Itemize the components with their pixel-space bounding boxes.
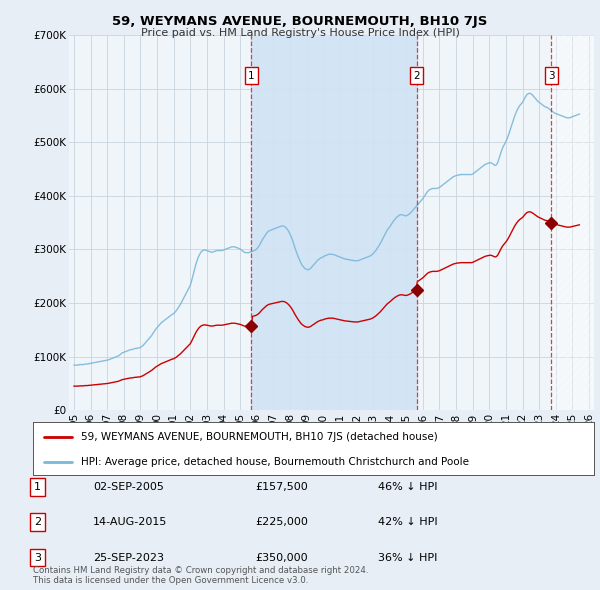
Text: £350,000: £350,000 <box>255 553 308 562</box>
Text: 59, WEYMANS AVENUE, BOURNEMOUTH, BH10 7JS (detached house): 59, WEYMANS AVENUE, BOURNEMOUTH, BH10 7J… <box>80 432 437 442</box>
Text: 02-SEP-2005: 02-SEP-2005 <box>93 482 164 491</box>
Text: 25-SEP-2023: 25-SEP-2023 <box>93 553 164 562</box>
Text: 59, WEYMANS AVENUE, BOURNEMOUTH, BH10 7JS: 59, WEYMANS AVENUE, BOURNEMOUTH, BH10 7J… <box>112 15 488 28</box>
Bar <box>251 35 416 410</box>
Text: 46% ↓ HPI: 46% ↓ HPI <box>378 482 437 491</box>
Text: 2: 2 <box>34 517 41 527</box>
Text: Price paid vs. HM Land Registry's House Price Index (HPI): Price paid vs. HM Land Registry's House … <box>140 28 460 38</box>
Text: 2: 2 <box>413 71 420 81</box>
Text: 42% ↓ HPI: 42% ↓ HPI <box>378 517 437 527</box>
Text: 1: 1 <box>34 482 41 491</box>
Text: 1: 1 <box>248 71 254 81</box>
Text: HPI: Average price, detached house, Bournemouth Christchurch and Poole: HPI: Average price, detached house, Bour… <box>80 457 469 467</box>
Text: £225,000: £225,000 <box>255 517 308 527</box>
Text: £157,500: £157,500 <box>255 482 308 491</box>
Text: Contains HM Land Registry data © Crown copyright and database right 2024.
This d: Contains HM Land Registry data © Crown c… <box>33 566 368 585</box>
Text: 36% ↓ HPI: 36% ↓ HPI <box>378 553 437 562</box>
Text: 3: 3 <box>548 71 555 81</box>
Text: 14-AUG-2015: 14-AUG-2015 <box>93 517 167 527</box>
Text: 3: 3 <box>34 553 41 562</box>
Bar <box>551 35 594 410</box>
